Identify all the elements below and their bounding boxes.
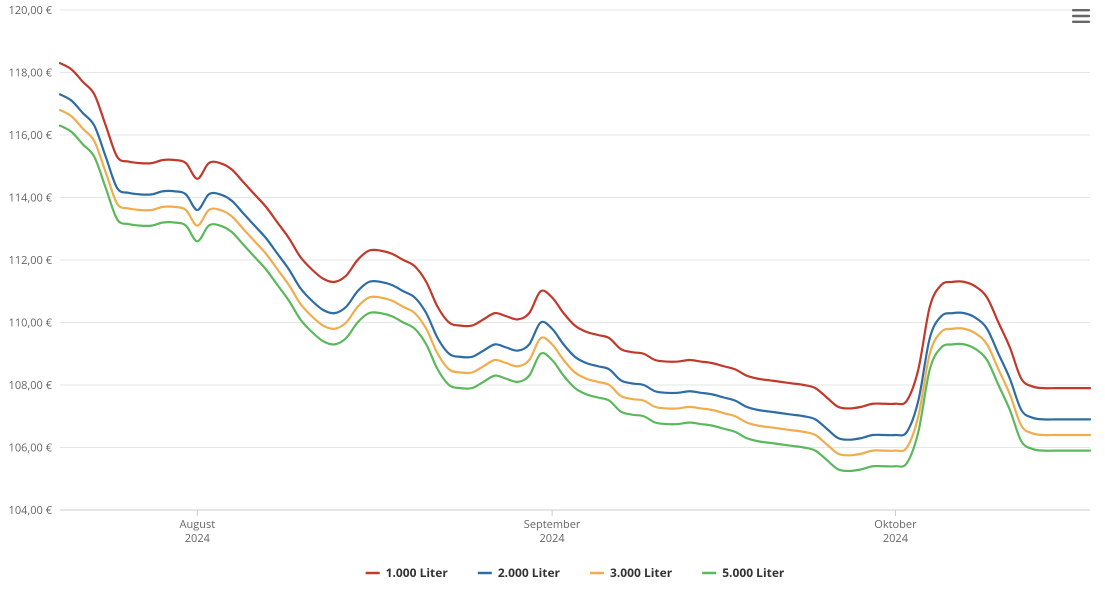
x-tick-label-year: 2024 xyxy=(185,531,211,546)
y-tick-label: 118,00 € xyxy=(9,66,53,81)
x-tick-label-month: September xyxy=(524,517,581,532)
x-tick-label-year: 2024 xyxy=(540,531,566,546)
y-tick-label: 110,00 € xyxy=(9,316,53,331)
series-line xyxy=(60,126,1090,471)
hamburger-icon xyxy=(1069,4,1093,28)
legend-label[interactable]: 5.000 Liter xyxy=(722,564,785,581)
x-tick-label-month: August xyxy=(180,517,216,532)
y-tick-label: 116,00 € xyxy=(9,128,53,143)
y-tick-label: 114,00 € xyxy=(9,191,53,206)
legend-label[interactable]: 3.000 Liter xyxy=(610,564,673,581)
y-tick-label: 112,00 € xyxy=(9,253,53,268)
y-tick-label: 108,00 € xyxy=(9,378,53,393)
y-tick-label: 106,00 € xyxy=(9,441,53,456)
x-tick-label-month: Oktober xyxy=(874,517,917,532)
legend-label[interactable]: 2.000 Liter xyxy=(498,564,561,581)
chart-svg: 104,00 € 106,00 € 108,00 € 110,00 € 112,00 €… xyxy=(0,0,1105,602)
x-tick-label-year: 2024 xyxy=(883,531,909,546)
y-tick-label: 104,00 € xyxy=(9,503,53,518)
legend-label[interactable]: 1.000 Liter xyxy=(386,564,449,581)
y-tick-label: 120,00 € xyxy=(9,3,53,18)
price-chart: 104,00 € 106,00 € 108,00 € 110,00 € 112,00 €… xyxy=(0,0,1105,602)
chart-menu-button[interactable] xyxy=(1069,4,1093,28)
